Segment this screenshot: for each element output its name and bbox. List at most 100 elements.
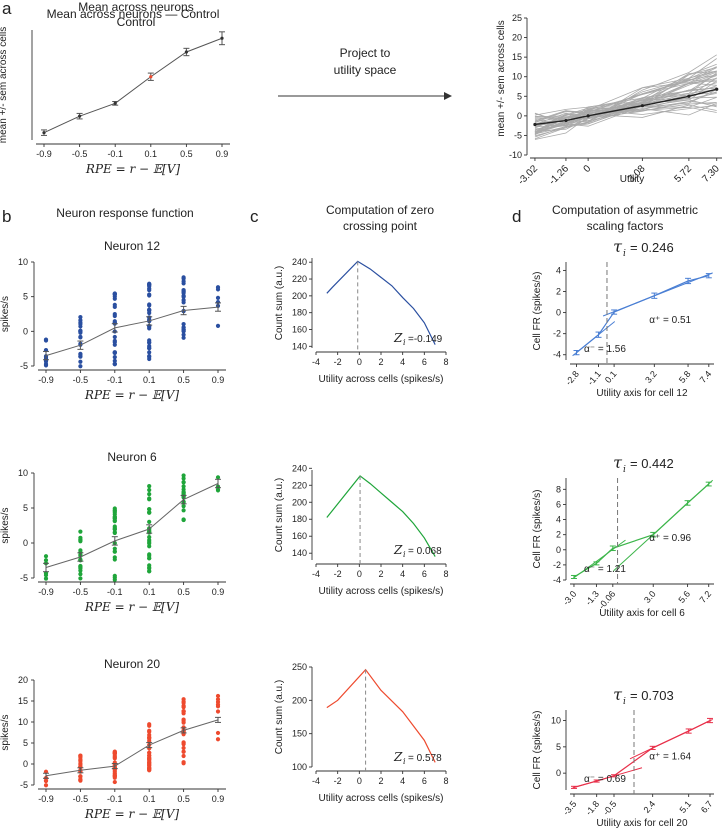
b1-trial-point <box>78 364 83 369</box>
b1-trial-point <box>147 310 152 316</box>
c3-y-tick-label: 250 <box>292 662 307 672</box>
a_right-mean-point <box>715 87 719 91</box>
b2-trial-point <box>78 529 83 534</box>
c3-count-line <box>326 668 436 763</box>
d1-y-tick-label: 0 <box>556 308 561 318</box>
b3-trial-point <box>181 749 186 754</box>
plots-layer: -0.9 -0.5 -0.1 0.1 0.5 0.9 Mean across neurons… <box>0 7 722 829</box>
d2-alpha-plus: α⁺ = 0.96 <box>649 533 691 544</box>
c1-x-tick-label: -2 <box>334 357 342 367</box>
b3-x-tick-label: 0.9 <box>212 794 225 804</box>
b3-y-tick-label: 5 <box>23 738 28 748</box>
b2-trial-point <box>78 568 83 573</box>
d2-tau-subscript: i <box>623 465 626 475</box>
b1-trial-point <box>43 362 49 367</box>
d2-y-tick-label: 8 <box>556 484 561 494</box>
b2-trial-point <box>112 527 117 532</box>
b2-trial-point <box>112 530 117 535</box>
d3-x-tick-label: 5.1 <box>677 799 693 815</box>
d1-y-tick-label: -2 <box>553 329 561 339</box>
c3-y-tick-label: 100 <box>292 762 307 772</box>
c3-y-tick-label: 200 <box>292 695 307 705</box>
c1-y-tick-label: 140 <box>292 341 307 351</box>
a_right-y-tick-label: 20 <box>512 33 522 43</box>
c1-x-tick-label: 4 <box>400 357 405 367</box>
a_left-x-tick-label: 0.5 <box>180 149 193 159</box>
d2-y-tick-label: 6 <box>556 499 561 509</box>
c2-y-label: Count sum (a.u.) <box>274 478 285 552</box>
c3-zero-symbol: Z <box>393 750 403 764</box>
c2-x-tick-label: -4 <box>312 569 320 579</box>
d2-x-label: Utility axis for cell 6 <box>599 608 685 619</box>
c1-y-tick-label: 160 <box>292 324 307 334</box>
b3-trial-point <box>43 778 49 784</box>
c1-count-line <box>326 260 436 345</box>
c1-x-tick-label: -4 <box>312 357 320 367</box>
panel-c-title1: Computation of zero <box>326 203 434 217</box>
b2-y-tick-label: -5 <box>20 573 28 583</box>
c2-x-tick-label: 0 <box>357 569 362 579</box>
b1-trial-point <box>147 302 152 307</box>
c3-y-tick-label: 150 <box>292 729 307 739</box>
b1-trial-point <box>181 276 186 281</box>
b1-x-tick-label: -0.5 <box>73 375 89 385</box>
b1-trial-point <box>112 319 117 324</box>
b2-x-tick-label: 0.5 <box>177 587 190 597</box>
b1-trial-point <box>112 361 117 367</box>
b3-y-tick-label: 15 <box>18 696 28 706</box>
a_left-x-tick-label: -0.1 <box>107 149 123 159</box>
d3-alpha-minus: α⁻ = 0.69 <box>584 774 626 785</box>
b1-trial-point <box>147 338 152 343</box>
a_right-y-label: mean +/- sem across cells <box>496 20 507 136</box>
b2-y-tick-label: 10 <box>18 468 28 478</box>
b2-trial-point <box>181 476 186 481</box>
c1-zero-value: =-0.149 <box>408 334 443 345</box>
b2-trial-point <box>112 518 117 523</box>
d1-x-tick-label: -1.1 <box>585 369 603 387</box>
b3-trial-point <box>112 779 117 785</box>
d1-alpha-minus: α⁻ = 1.56 <box>584 344 626 355</box>
b1-trial-point <box>112 350 117 355</box>
a_right-x-tick-label: -1.26 <box>547 163 571 187</box>
b1-y-tick-label: -5 <box>20 361 28 371</box>
b3-trial-point <box>181 699 186 704</box>
b3-trial-point <box>215 737 221 742</box>
panel-d-title2: scaling factors <box>587 219 664 233</box>
b3-trial-point <box>78 758 83 764</box>
c2-x-tick-label: 2 <box>378 569 383 579</box>
a_right-neuron-line <box>534 54 717 140</box>
a_right-neuron-line <box>534 91 717 131</box>
c1-y-tick-label: 180 <box>292 308 307 318</box>
b2-trial-point <box>181 473 186 478</box>
c2-zero-symbol: Z <box>393 543 403 557</box>
d2-response-line <box>573 483 710 578</box>
b3-trial-point <box>181 725 186 730</box>
b1-trial-point <box>181 287 186 293</box>
c1-y-tick-label: 220 <box>292 274 307 284</box>
b2-trial-point <box>78 539 83 544</box>
d3-y-tick-label: 5 <box>556 742 561 752</box>
b2-trial-point <box>181 484 186 489</box>
a_right-mean-point <box>533 122 537 127</box>
d1-tau-value: = 0.246 <box>630 240 674 255</box>
b1-trial-point <box>112 296 117 301</box>
b1-trial-point <box>112 338 117 343</box>
d3-y-tick-label: 0 <box>556 768 561 778</box>
b1-trial-point <box>181 332 186 337</box>
c3-x-tick-label: 4 <box>400 776 405 786</box>
b2-trial-point <box>147 496 152 501</box>
a_left-title: Mean across neurons — Control <box>47 7 220 21</box>
c1-x-tick-label: 6 <box>422 357 427 367</box>
b3-x-tick-label: -0.9 <box>38 794 54 804</box>
b1-x-tick-label: 0.1 <box>143 375 156 385</box>
d1-y-label: Cell FR (spikes/s) <box>532 272 543 351</box>
b1-trial-point <box>112 312 117 317</box>
c2-y-tick-label: 140 <box>292 548 307 558</box>
a_right-x-tick-label: -3.02 <box>516 163 540 187</box>
b2-trial-point <box>78 576 83 581</box>
c2-y-tick-label: 160 <box>292 531 307 541</box>
a_left-x-tick-label: 0.9 <box>216 149 229 159</box>
a_left-mean-point <box>42 131 46 135</box>
b2-x-label: RPE = r − 𝔼[V] <box>84 600 179 614</box>
b1-trial-point <box>78 354 83 359</box>
